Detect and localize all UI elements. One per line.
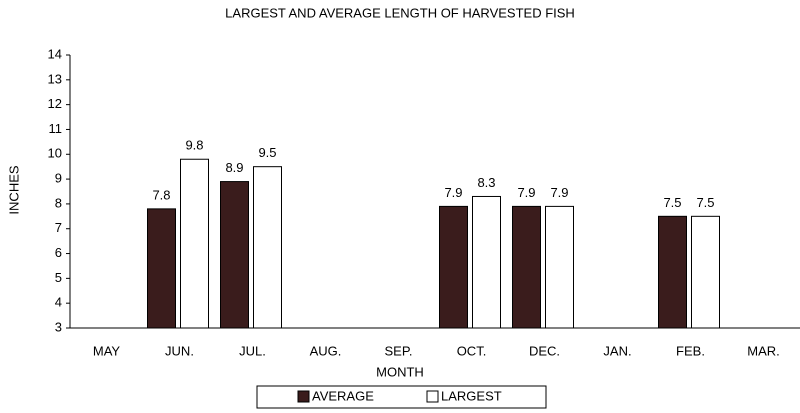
data-label: 7.9 [550, 185, 568, 200]
data-label: 8.9 [225, 160, 243, 175]
x-tick-label: MAR. [747, 343, 780, 358]
bar [147, 208, 176, 329]
data-label: 7.9 [517, 185, 535, 200]
chart-title: LARGEST AND AVERAGE LENGTH OF HARVESTED … [225, 5, 575, 20]
bar [180, 158, 209, 329]
data-label: 7.5 [663, 195, 681, 210]
x-tick-label: FEB. [676, 343, 705, 358]
y-tick-label: 4 [55, 295, 62, 310]
legend-label: AVERAGE [312, 388, 374, 403]
data-label: 7.9 [444, 185, 462, 200]
bar [253, 166, 282, 329]
x-tick-label: MAY [93, 343, 121, 358]
bar [545, 205, 574, 329]
legend-swatch [297, 390, 310, 403]
bar [472, 195, 501, 329]
x-tick-label: OCT. [457, 343, 487, 358]
data-label: 8.3 [477, 175, 495, 190]
bar [512, 205, 541, 329]
y-tick-label: 10 [48, 146, 62, 161]
x-tick-label: SEP. [385, 343, 413, 358]
data-label: 7.8 [152, 187, 170, 202]
x-axis-label: MONTH [376, 364, 424, 379]
data-label: 9.5 [258, 145, 276, 160]
legend-box [256, 385, 547, 409]
bar [658, 215, 687, 329]
y-axis-label: INCHES [6, 165, 21, 214]
bar [691, 215, 720, 329]
x-tick-label: JAN. [603, 343, 631, 358]
y-tick-label: 12 [48, 96, 62, 111]
x-tick-label: JUN. [165, 343, 194, 358]
y-tick-label: 14 [48, 46, 62, 61]
y-tick-label: 5 [55, 270, 62, 285]
x-tick-label: JUL. [239, 343, 266, 358]
y-tick-label: 3 [55, 319, 62, 334]
bar [220, 181, 249, 329]
y-tick-label: 11 [49, 121, 63, 136]
y-tick-label: 13 [48, 71, 62, 86]
legend-swatch [426, 390, 439, 403]
data-label: 7.5 [696, 195, 714, 210]
y-tick-label: 9 [55, 171, 62, 186]
y-tick-label: 8 [55, 195, 62, 210]
bar [439, 205, 468, 329]
legend-label: LARGEST [441, 388, 502, 403]
x-tick-label: DEC. [529, 343, 560, 358]
y-tick-label: 6 [55, 245, 62, 260]
x-tick-label: AUG. [310, 343, 342, 358]
data-label: 9.8 [185, 138, 203, 153]
y-tick-label: 7 [55, 220, 62, 235]
